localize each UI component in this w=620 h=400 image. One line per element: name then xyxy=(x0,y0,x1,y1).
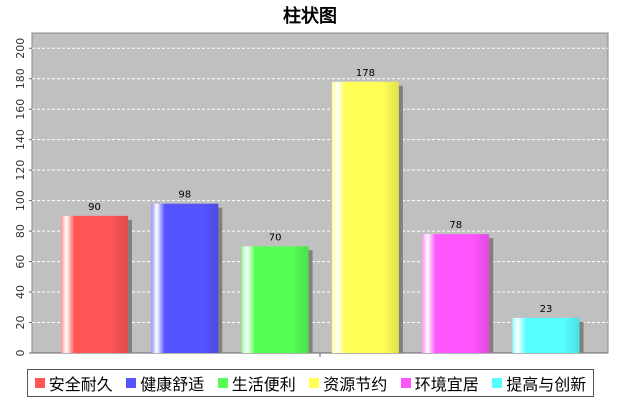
legend-item: 提高与创新 xyxy=(492,371,586,395)
legend-label: 生活便利 xyxy=(231,375,296,394)
bar xyxy=(241,246,309,353)
y-tick-label: 140 xyxy=(14,129,27,150)
y-tick-label: 100 xyxy=(14,190,27,211)
bar-chart: 0 20 40 60 80 100 120 140 160 180 200 90 98 70 178 78 23 xyxy=(14,32,609,357)
legend-swatch xyxy=(34,378,45,388)
y-tick-label: 120 xyxy=(14,160,27,181)
bar-value-label: 23 xyxy=(540,304,553,315)
legend-item: 环境宜居 xyxy=(400,371,479,395)
legend-label: 环境宜居 xyxy=(414,375,479,394)
bar xyxy=(151,203,219,353)
y-tick-label: 0 xyxy=(14,350,27,357)
bar-value-label: 178 xyxy=(356,68,375,79)
legend-swatch xyxy=(400,378,411,388)
bar-value-label: 78 xyxy=(449,220,462,231)
legend-swatch xyxy=(309,378,320,388)
bar xyxy=(61,215,128,353)
y-tick-label: 200 xyxy=(14,38,27,59)
legend-swatch xyxy=(492,378,503,388)
legend-swatch xyxy=(126,378,137,388)
legend-label: 提高与创新 xyxy=(506,375,587,394)
legend-item: 资源节约 xyxy=(309,371,387,395)
bar xyxy=(422,234,490,353)
legend-swatch xyxy=(217,378,228,388)
chart-legend: 安全耐久 健康舒适 生活便利 资源节约 环境宜居 提高与创新 xyxy=(27,369,594,397)
y-tick-label: 80 xyxy=(14,224,27,238)
y-tick-label: 20 xyxy=(14,316,27,330)
bar xyxy=(331,81,399,353)
legend-label: 健康舒适 xyxy=(140,375,205,394)
bar-value-label: 70 xyxy=(269,232,282,243)
y-tick-label: 160 xyxy=(14,99,27,120)
legend-item: 健康舒适 xyxy=(126,371,204,395)
y-tick-label: 180 xyxy=(14,68,27,89)
legend-label: 安全耐久 xyxy=(48,375,113,394)
chart-title: 柱状图 xyxy=(283,6,337,27)
y-tick-label: 60 xyxy=(14,255,27,269)
bar-value-label: 90 xyxy=(88,202,101,213)
legend-item: 生活便利 xyxy=(217,371,296,395)
y-tick-label: 40 xyxy=(14,285,27,299)
legend-item: 安全耐久 xyxy=(34,371,113,395)
legend-label: 资源节约 xyxy=(323,375,388,394)
bar-value-label: 98 xyxy=(178,190,191,201)
bar xyxy=(512,317,580,353)
